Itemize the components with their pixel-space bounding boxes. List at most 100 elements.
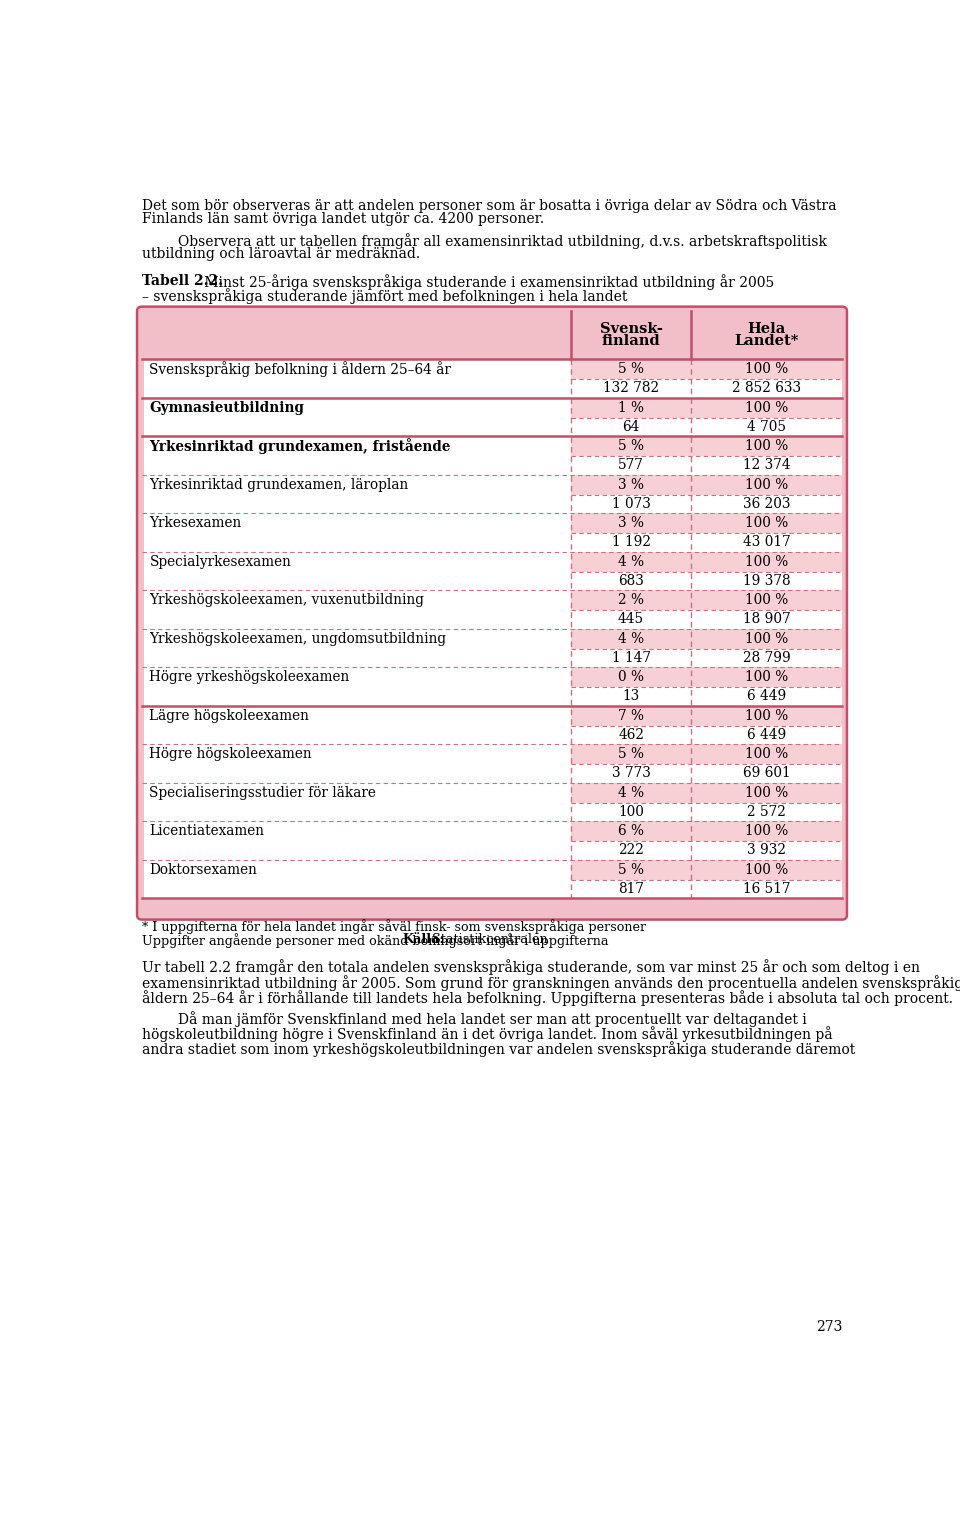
Bar: [571, 437, 842, 456]
Text: 100 %: 100 %: [745, 515, 788, 531]
Text: 6 449: 6 449: [747, 728, 786, 741]
Text: 4 705: 4 705: [747, 420, 786, 434]
Text: 1 073: 1 073: [612, 497, 651, 511]
Text: Licentiatexamen: Licentiatexamen: [150, 825, 264, 838]
Text: 100 %: 100 %: [745, 362, 788, 376]
Text: 5 %: 5 %: [618, 362, 644, 376]
Text: finland: finland: [602, 335, 660, 349]
Text: Specialiseringsstudier för läkare: Specialiseringsstudier för läkare: [150, 785, 376, 799]
Text: 43 017: 43 017: [743, 535, 790, 549]
Text: Ur tabell 2.2 framgår den totala andelen svenskspråkiga studerande, som var mins: Ur tabell 2.2 framgår den totala andelen…: [142, 960, 920, 975]
Text: 100 %: 100 %: [745, 440, 788, 453]
Text: Högre yrkeshögskoleexamen: Högre yrkeshögskoleexamen: [150, 670, 349, 684]
Bar: [571, 667, 842, 687]
Bar: [571, 552, 842, 572]
Text: * I uppgifterna för hela landet ingår såväl finsk- som svenskspråkiga personer: * I uppgifterna för hela landet ingår så…: [142, 920, 646, 934]
Text: 445: 445: [618, 612, 644, 626]
Bar: [571, 687, 842, 705]
Text: Yrkesinriktad grundexamen, fristående: Yrkesinriktad grundexamen, fristående: [150, 438, 451, 453]
Text: 100 %: 100 %: [745, 825, 788, 838]
Text: 5 %: 5 %: [618, 747, 644, 761]
Text: Hela: Hela: [748, 321, 786, 337]
Text: 16 517: 16 517: [743, 882, 790, 896]
Text: 0 %: 0 %: [618, 670, 644, 684]
Text: 36 203: 36 203: [743, 497, 790, 511]
Text: Finlands län samt övriga landet utgör ca. 4200 personer.: Finlands län samt övriga landet utgör ca…: [142, 212, 543, 226]
Text: högskoleutbildning högre i Svenskfinland än i det övriga landet. Inom såväl yrke: högskoleutbildning högre i Svenskfinland…: [142, 1026, 832, 1041]
Bar: [571, 494, 842, 512]
Bar: [571, 572, 842, 590]
Text: 5 %: 5 %: [618, 863, 644, 876]
Text: Observera att ur tabellen framgår all examensinriktad utbildning, d.v.s. arbetsk: Observera att ur tabellen framgår all ex…: [179, 233, 828, 250]
Text: 4 %: 4 %: [618, 632, 644, 646]
Bar: [571, 456, 842, 475]
Text: Svenskspråkig befolkning i åldern 25–64 år: Svenskspråkig befolkning i åldern 25–64 …: [150, 361, 451, 377]
Text: Landet*: Landet*: [734, 335, 799, 349]
Text: 2 572: 2 572: [747, 805, 786, 819]
Text: 6 %: 6 %: [618, 825, 644, 838]
Text: 18 907: 18 907: [743, 612, 790, 626]
Bar: [571, 860, 842, 879]
Text: 4 %: 4 %: [618, 555, 644, 568]
Text: 100 %: 100 %: [745, 747, 788, 761]
Bar: [571, 705, 842, 726]
Bar: [571, 590, 842, 609]
Text: Statistikcentralen: Statistikcentralen: [428, 934, 548, 946]
Bar: [571, 841, 842, 860]
Text: 100 %: 100 %: [745, 632, 788, 646]
Text: Då man jämför Svenskfinland med hela landet ser man att procentuellt var deltaga: Då man jämför Svenskfinland med hela lan…: [179, 1011, 806, 1026]
Bar: [571, 879, 842, 897]
Text: 4 %: 4 %: [618, 785, 644, 799]
Text: 19 378: 19 378: [743, 573, 790, 588]
FancyBboxPatch shape: [137, 306, 847, 920]
Bar: [571, 782, 842, 802]
Text: andra stadiet som inom yrkeshögskoleutbildningen var andelen svenskspråkiga stud: andra stadiet som inom yrkeshögskoleutbi…: [142, 1041, 855, 1057]
Text: 69 601: 69 601: [743, 766, 790, 781]
Text: 3 773: 3 773: [612, 766, 651, 781]
Text: 12 374: 12 374: [743, 458, 790, 473]
Text: Yrkeshögskoleexamen, vuxenutbildning: Yrkeshögskoleexamen, vuxenutbildning: [150, 593, 424, 606]
Text: 100 %: 100 %: [745, 670, 788, 684]
Text: 7 %: 7 %: [618, 708, 644, 723]
Text: 5 %: 5 %: [618, 440, 644, 453]
Bar: [571, 609, 842, 629]
Bar: [571, 764, 842, 782]
Bar: [571, 359, 842, 379]
Text: Doktorsexamen: Doktorsexamen: [150, 863, 257, 876]
Text: 6 449: 6 449: [747, 690, 786, 703]
Text: 132 782: 132 782: [603, 382, 660, 396]
Text: 1 %: 1 %: [618, 400, 644, 414]
Text: 64: 64: [622, 420, 639, 434]
Text: Källa:: Källa:: [402, 934, 444, 946]
Bar: [571, 744, 842, 764]
Text: 100: 100: [618, 805, 644, 819]
Text: Tabell 2.2.: Tabell 2.2.: [142, 274, 223, 288]
Bar: [571, 802, 842, 822]
Bar: [571, 397, 842, 417]
Text: Högre högskoleexamen: Högre högskoleexamen: [150, 747, 312, 761]
Text: 462: 462: [618, 728, 644, 741]
Text: Det som bör observeras är att andelen personer som är bosatta i övriga delar av : Det som bör observeras är att andelen pe…: [142, 199, 836, 212]
Bar: [571, 726, 842, 744]
Text: Lägre högskoleexamen: Lägre högskoleexamen: [150, 708, 309, 723]
Text: Specialyrkesexamen: Specialyrkesexamen: [150, 555, 291, 568]
Text: Svensk-: Svensk-: [600, 321, 662, 337]
Bar: [571, 534, 842, 552]
Bar: [571, 629, 842, 649]
Text: 577: 577: [618, 458, 644, 473]
Text: Minst 25-åriga svenskspråkiga studerande i examensinriktad utbildning år 2005: Minst 25-åriga svenskspråkiga studerande…: [200, 274, 774, 290]
Bar: [571, 822, 842, 841]
Bar: [144, 359, 571, 897]
Text: Yrkesinriktad grundexamen, läroplan: Yrkesinriktad grundexamen, läroplan: [150, 478, 409, 491]
Bar: [571, 379, 842, 397]
Text: 100 %: 100 %: [745, 478, 788, 491]
Text: 273: 273: [816, 1320, 842, 1334]
Text: 100 %: 100 %: [745, 593, 788, 606]
Text: 1 147: 1 147: [612, 650, 651, 666]
Bar: [571, 512, 842, 534]
Text: examensinriktad utbildning år 2005. Som grund för granskningen används den proce: examensinriktad utbildning år 2005. Som …: [142, 975, 960, 990]
Text: utbildning och läroavtal är medräknad.: utbildning och läroavtal är medräknad.: [142, 247, 420, 261]
Text: 683: 683: [618, 573, 644, 588]
Text: 1 192: 1 192: [612, 535, 651, 549]
Text: Gymnasieutbildning: Gymnasieutbildning: [150, 400, 304, 414]
